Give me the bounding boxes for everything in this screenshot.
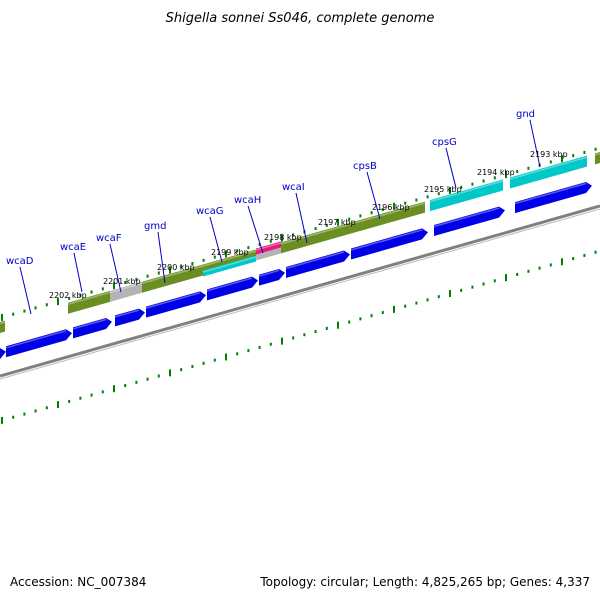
backbone-shadow — [0, 208, 600, 380]
gene-label-cpsG: cpsG — [432, 137, 457, 148]
cds-arrow — [6, 329, 72, 358]
cds-arrow-shine — [145, 292, 201, 309]
cds-arrow — [515, 181, 592, 214]
cds-arrow — [351, 228, 428, 260]
gene-leader-line — [445, 147, 457, 189]
gene-label-wcaE: wcaE — [60, 242, 86, 253]
gene-label-cpsB: cpsB — [353, 161, 377, 172]
cog-segment-shine — [109, 282, 143, 294]
kbp-label: 2199 kbp — [211, 248, 249, 257]
cds-arrow — [434, 206, 505, 237]
cds-arrow — [146, 291, 206, 318]
cds-arrow-shine — [72, 318, 107, 330]
cds-arrow-shine — [206, 277, 253, 292]
cog-segment — [68, 290, 110, 314]
cog-segment-shine — [202, 256, 257, 273]
cds-arrow-shine — [285, 251, 345, 270]
cog-segment — [430, 179, 503, 212]
gene-label-gmd: gmd — [144, 221, 166, 232]
kbp-label: 2197 kbp — [318, 218, 356, 227]
kbp-label: 2196 kbp — [372, 203, 410, 212]
cog-segment — [0, 320, 5, 333]
kbp-label: 2200 kbp — [157, 263, 195, 272]
cog-segment — [348, 201, 425, 235]
cds-arrow-shine — [258, 269, 280, 277]
gene-label-wcaD: wcaD — [6, 256, 34, 267]
gene-leader-line — [19, 266, 32, 315]
kbp-label: 2194 kbp — [477, 168, 515, 177]
cog-segment — [142, 264, 203, 293]
kbp-label: 2201 kbp — [103, 277, 141, 286]
gene-label-gnd: gnd — [516, 109, 535, 120]
gene-leader-line — [366, 171, 381, 220]
cds-arrow — [207, 276, 258, 301]
cog-segment-shine — [141, 265, 204, 284]
gene-label-wcaF: wcaF — [96, 233, 122, 244]
cds-arrow — [286, 250, 350, 278]
cds-arrow-shine — [114, 309, 140, 318]
kbp-labels: 2202 kbp 2201 kbp 2200 kbp 2199 kbp 2198 kbp… — [49, 150, 568, 300]
cog-segment — [110, 281, 142, 302]
cds-arrow-shine — [433, 207, 500, 228]
cog-segment — [281, 223, 348, 254]
cog-segment-shine — [280, 224, 349, 245]
cds-arrow — [259, 268, 285, 286]
cog-segment-shine — [0, 321, 6, 325]
cog-segment-shine — [347, 202, 426, 226]
backbone-circle — [0, 204, 600, 378]
kbp-label: 2198 kbp — [264, 233, 302, 242]
gene-leader-line — [529, 119, 541, 168]
gene-labels: wcaD wcaE wcaF gmd wcaG wcaH wcaI cpsB cpsG gnd — [6, 109, 541, 315]
gene-leader-line — [109, 243, 122, 293]
cog-segment-shine — [67, 291, 111, 305]
cds-ring — [0, 181, 592, 359]
cds-arrow — [115, 308, 145, 327]
cog-segment — [203, 255, 256, 277]
cog-segment-shine — [202, 250, 257, 267]
cog-segment-shine — [594, 152, 600, 156]
cds-arrow-shine — [5, 330, 67, 349]
cog-segment — [510, 155, 587, 189]
tick-rings — [1, 147, 597, 424]
cog-ring — [0, 152, 600, 333]
gene-leader-line — [295, 192, 308, 244]
kbp-label: 2195 kbp — [424, 185, 462, 194]
cds-arrow — [0, 348, 6, 359]
cds-arrow-shine — [514, 182, 587, 205]
kbp-label: 2202 kbp — [49, 291, 87, 300]
gene-leader-line — [209, 216, 223, 263]
gene-leader-line — [157, 231, 166, 284]
gene-label-wcaH: wcaH — [234, 195, 261, 206]
cog-segment-shine — [255, 242, 282, 251]
cog-segment-shine — [509, 156, 588, 180]
cds-arrow-shine — [350, 229, 423, 251]
cog-segment — [595, 152, 600, 165]
gene-leader-line — [247, 205, 264, 254]
cds-arrow — [73, 317, 112, 339]
gene-leader-line — [73, 252, 83, 293]
gene-label-wcaI: wcaI — [282, 182, 305, 193]
gene-label-wcaG: wcaG — [196, 206, 224, 217]
kbp-label: 2193 kbp — [530, 150, 568, 159]
map-title: Shigella sonnei Ss046, complete genome — [166, 11, 435, 26]
accession-text: Accession: NC_007384 — [10, 575, 146, 589]
topology-summary: Topology: circular; Length: 4,825,265 bp… — [259, 575, 590, 589]
cog-segment-shine — [429, 180, 504, 203]
